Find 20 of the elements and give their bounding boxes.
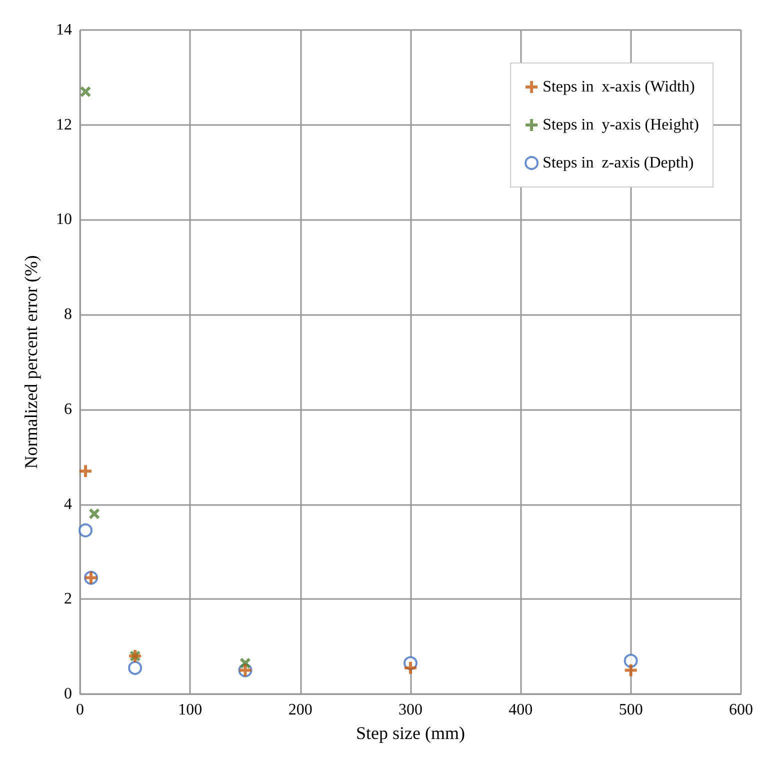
x-axis-title: Step size (mm) <box>356 723 465 743</box>
y-tick-label: 6 <box>64 400 72 418</box>
legend-label: Steps in x-axis (Width) <box>542 78 695 96</box>
y-axis-title: Normalized percent error (%) <box>21 255 41 469</box>
y-tick-label: 0 <box>64 686 72 702</box>
y-tick-label: 12 <box>56 116 72 134</box>
x-tick-label: 600 <box>729 702 753 718</box>
legend-label: Steps in y-axis (Height) <box>542 116 699 134</box>
x-tick-label: 300 <box>398 702 422 718</box>
x-tick-label: 400 <box>508 702 533 718</box>
y-tick-label: 2 <box>64 590 72 608</box>
y-tick-label: 14 <box>56 22 72 38</box>
x-tick-label: 200 <box>288 702 312 718</box>
y-tick-label: 4 <box>64 496 72 513</box>
x-tick-label: 100 <box>178 702 202 718</box>
y-tick-label: 10 <box>56 211 72 228</box>
y-tick-label: 8 <box>64 306 72 324</box>
x-tick-label: 500 <box>618 702 643 718</box>
x-tick-label: 0 <box>76 702 84 718</box>
legend-label: Steps in z-axis (Depth) <box>542 154 694 172</box>
